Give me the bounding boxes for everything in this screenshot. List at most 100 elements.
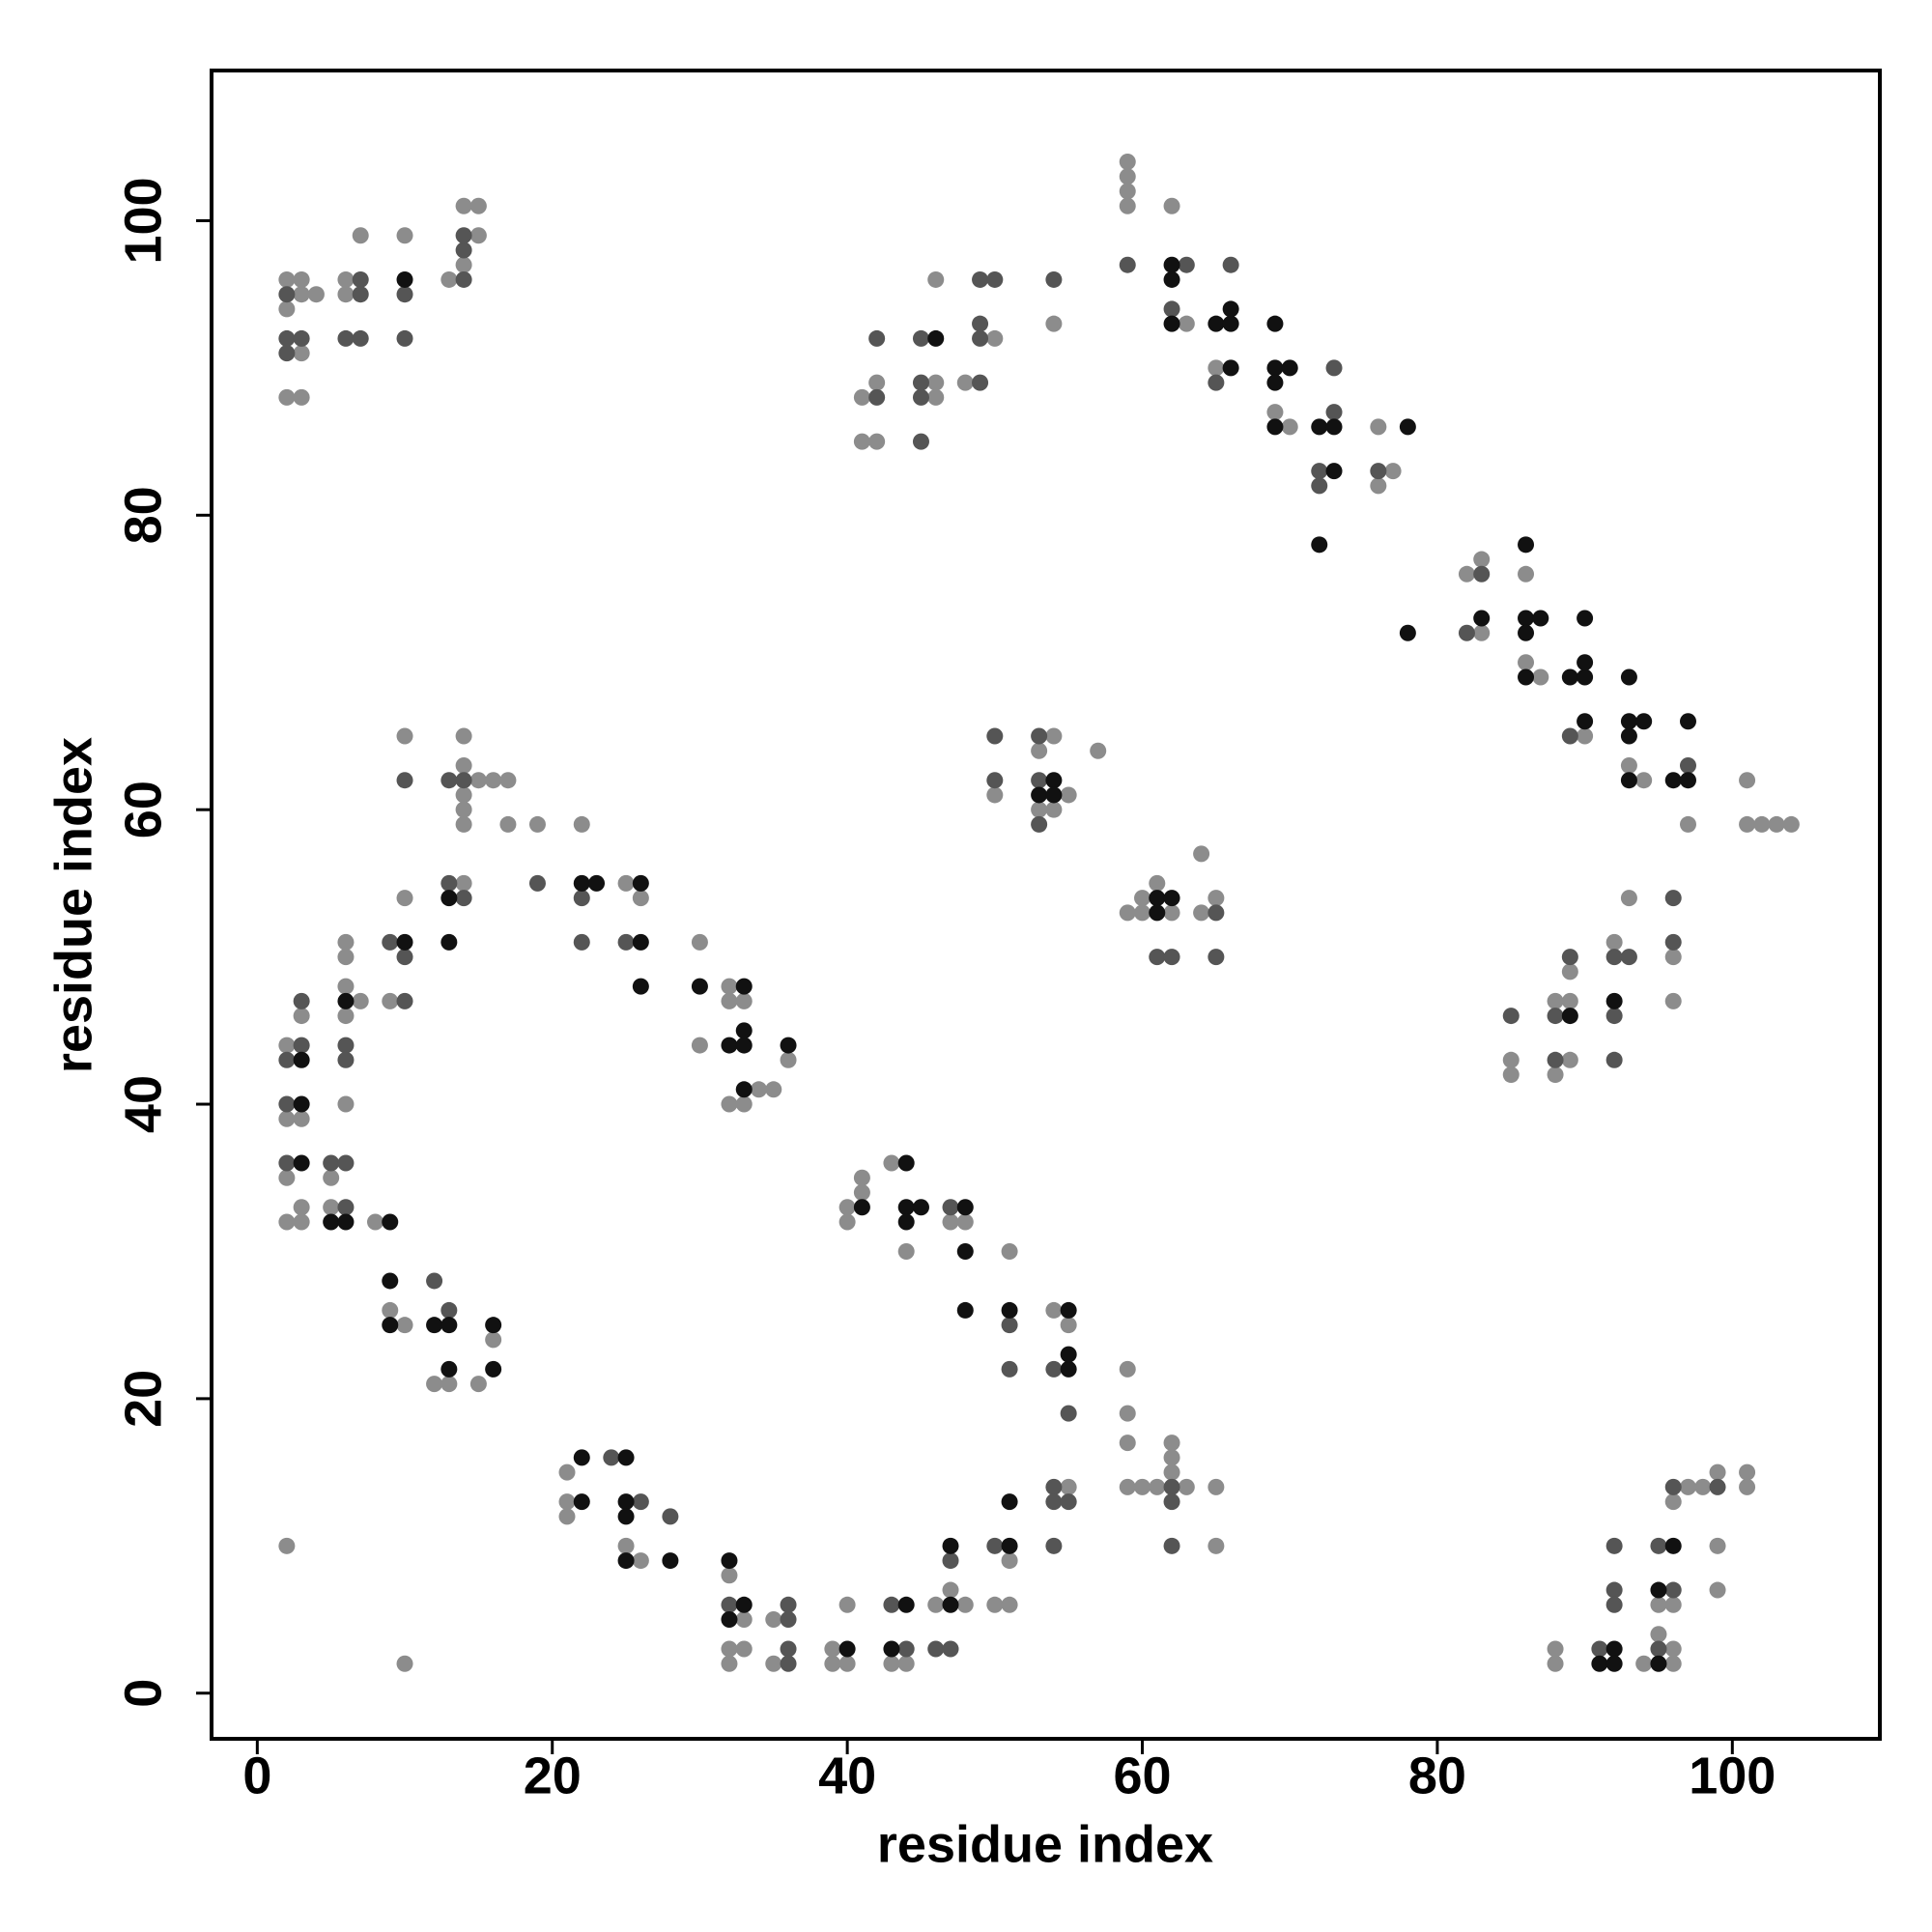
point xyxy=(897,1640,915,1658)
point xyxy=(1650,1640,1667,1658)
point xyxy=(1045,1537,1063,1554)
point xyxy=(1031,772,1048,789)
point xyxy=(293,1110,310,1127)
point xyxy=(942,1199,959,1216)
point xyxy=(1577,610,1594,627)
point xyxy=(1577,713,1594,730)
point xyxy=(1031,727,1048,745)
point xyxy=(1561,949,1578,966)
point xyxy=(366,1213,384,1231)
point xyxy=(440,1360,458,1378)
point xyxy=(1208,1478,1225,1495)
point xyxy=(278,1110,296,1127)
point xyxy=(485,1317,502,1334)
point xyxy=(1650,1655,1667,1672)
point xyxy=(469,197,487,214)
point xyxy=(1208,904,1225,922)
point xyxy=(721,1567,738,1584)
point xyxy=(1591,1655,1608,1672)
point xyxy=(1605,949,1623,966)
point xyxy=(1163,315,1180,332)
point xyxy=(1208,374,1225,391)
x-tick-label: 40 xyxy=(818,1747,876,1804)
point xyxy=(396,992,413,1009)
y-tick-label: 60 xyxy=(114,781,172,838)
point xyxy=(1163,1537,1180,1554)
point xyxy=(1635,772,1653,789)
point xyxy=(382,933,399,951)
point xyxy=(1620,756,1637,774)
point xyxy=(617,933,635,951)
point xyxy=(278,1051,296,1068)
point xyxy=(1605,1051,1623,1068)
point xyxy=(617,1449,635,1466)
point xyxy=(455,890,472,907)
point xyxy=(1266,418,1284,436)
point xyxy=(1090,742,1107,759)
point xyxy=(897,1199,915,1216)
x-tick-label: 0 xyxy=(242,1747,271,1804)
point xyxy=(469,1376,487,1393)
point xyxy=(1577,727,1594,745)
point xyxy=(455,256,472,273)
point xyxy=(883,1154,900,1172)
point xyxy=(691,978,708,995)
point xyxy=(455,874,472,892)
point xyxy=(897,1154,915,1172)
point xyxy=(1620,727,1637,745)
point xyxy=(1518,536,1535,554)
point xyxy=(573,1493,590,1511)
point xyxy=(942,1581,959,1599)
point xyxy=(868,433,886,450)
point xyxy=(1532,668,1549,686)
point xyxy=(1311,463,1328,480)
point xyxy=(1679,756,1696,774)
point xyxy=(972,329,989,347)
point xyxy=(1045,1360,1063,1378)
point xyxy=(1547,1066,1564,1084)
point xyxy=(1739,815,1756,833)
point xyxy=(1694,1478,1712,1495)
point xyxy=(1561,1051,1578,1068)
point xyxy=(1473,565,1491,582)
point xyxy=(927,329,945,347)
point xyxy=(323,1154,340,1172)
point xyxy=(1208,359,1225,377)
point xyxy=(1060,1478,1077,1495)
point xyxy=(382,1272,399,1290)
point xyxy=(396,949,413,966)
point xyxy=(853,1169,870,1186)
point xyxy=(558,1463,576,1481)
point xyxy=(337,1008,355,1025)
point xyxy=(721,1552,738,1570)
point xyxy=(603,1449,620,1466)
point xyxy=(897,1242,915,1260)
point xyxy=(1045,1478,1063,1495)
point xyxy=(440,1376,458,1393)
point xyxy=(293,329,310,347)
point xyxy=(735,992,753,1009)
point xyxy=(1266,404,1284,421)
point xyxy=(588,874,606,892)
point xyxy=(293,1037,310,1054)
point xyxy=(1178,1478,1195,1495)
point xyxy=(337,992,355,1009)
point xyxy=(1620,713,1637,730)
point xyxy=(1119,1405,1136,1422)
point xyxy=(1473,610,1491,627)
point xyxy=(1605,933,1623,951)
point xyxy=(853,1183,870,1201)
point xyxy=(1577,668,1594,686)
x-tick-label: 20 xyxy=(524,1747,582,1804)
point xyxy=(1605,1537,1623,1554)
point xyxy=(1664,1640,1682,1658)
point xyxy=(721,1640,738,1658)
y-tick-label: 0 xyxy=(114,1679,172,1708)
point xyxy=(1045,727,1063,745)
point xyxy=(278,1037,296,1054)
point xyxy=(1119,1478,1136,1495)
x-tick-label: 100 xyxy=(1689,1747,1776,1804)
point xyxy=(1163,197,1180,214)
point xyxy=(662,1508,679,1525)
